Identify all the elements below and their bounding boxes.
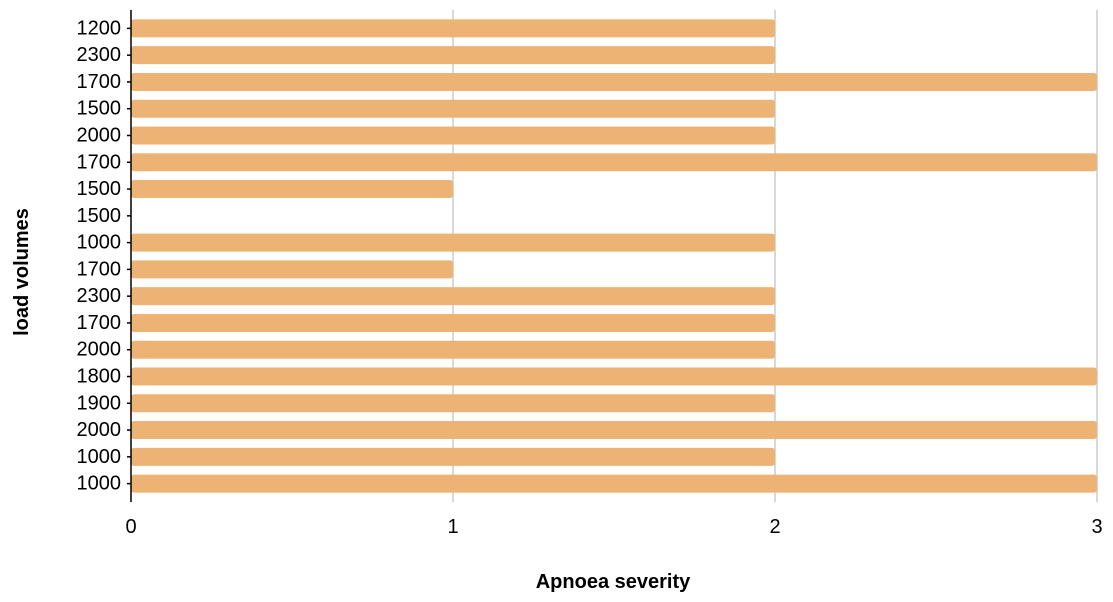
bar [131,421,1097,440]
y-tick-label: 1700 [77,151,122,173]
bar [131,126,775,145]
bar [131,447,775,466]
y-tick-label: 2000 [77,339,122,361]
x-tick-label: 0 [125,516,136,538]
y-tick-label: 1000 [77,232,122,254]
y-tick-label: 2300 [77,285,122,307]
x-axis-title: Apnoea severity [536,571,691,593]
y-tick-label: 1000 [77,446,122,468]
bar [131,287,775,306]
y-tick-label: 1700 [77,258,122,280]
bar [131,72,1097,91]
y-tick-label: 2000 [77,419,122,441]
bar [131,99,775,118]
bar [131,19,775,38]
y-tick-labels: 1200 2300 1700 1500 2000 1700 1500 1500 1000 1700… [77,17,131,495]
bar [131,46,775,65]
bars [131,19,1097,493]
y-tick-label: 1500 [77,205,122,227]
bar [131,180,453,199]
x-tick-label: 3 [1091,516,1102,538]
y-axis-title: load volumes [11,208,33,336]
y-tick-label: 2300 [77,44,122,66]
bar [131,260,453,279]
y-tick-label: 1500 [77,98,122,120]
y-tick-label: 1700 [77,312,122,334]
bar [131,340,775,359]
y-tick-label: 1200 [77,17,122,39]
grid-lines [452,10,1098,502]
y-tick-label: 1000 [77,473,122,495]
y-tick-label: 2000 [77,125,122,147]
x-tick-labels: 0 1 2 3 [125,516,1102,538]
bar [131,153,1097,172]
y-tick-label: 1500 [77,178,122,200]
y-tick-label: 1700 [77,71,122,93]
bar [131,313,775,332]
y-tick-label: 1800 [77,366,122,388]
bar [131,367,1097,386]
x-tick-label: 1 [447,516,458,538]
bar [131,233,775,252]
bar [131,474,1097,493]
y-tick-label: 1900 [77,392,122,414]
x-tick-label: 2 [769,516,780,538]
bar [131,394,775,413]
